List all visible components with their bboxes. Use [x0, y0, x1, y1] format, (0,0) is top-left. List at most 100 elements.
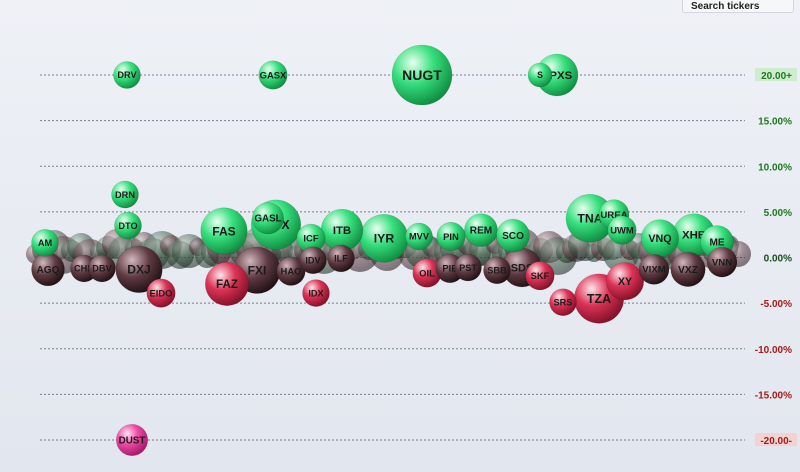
- y-tick-label: 5.00%: [764, 208, 792, 219]
- bubble-label: DBV: [92, 264, 112, 274]
- bubble-circle[interactable]: [111, 180, 139, 209]
- bubble-gasx[interactable]: GASX: [258, 60, 288, 90]
- y-tick-label: 0.00%: [764, 254, 792, 265]
- bubble-circle[interactable]: [115, 423, 149, 457]
- bubble-am[interactable]: AM: [31, 229, 59, 257]
- bubble-label: PST: [459, 263, 477, 273]
- bubble-label: FXI: [248, 263, 267, 277]
- bubble-label: VIXM: [642, 265, 666, 276]
- bubble-eido[interactable]: EIDO: [146, 278, 176, 308]
- bubble-circle[interactable]: [115, 245, 163, 293]
- bubble-circle[interactable]: [204, 261, 250, 307]
- bubble-gasl[interactable]: GASL: [251, 202, 285, 235]
- bubble-circle[interactable]: [327, 244, 355, 273]
- bubble-idx[interactable]: IDX: [302, 279, 330, 307]
- bubble-dto[interactable]: DTO: [114, 211, 142, 240]
- bubble-agq[interactable]: AGQ: [31, 252, 65, 287]
- bubble-sco[interactable]: SCO: [496, 218, 530, 253]
- bubble-circle[interactable]: [405, 222, 433, 251]
- bubble-circle[interactable]: [638, 254, 670, 285]
- bubble-iyr[interactable]: IYR: [359, 214, 409, 263]
- bubble-vixm[interactable]: VIXM: [638, 254, 670, 285]
- bubble-ilf[interactable]: ILF: [327, 244, 355, 273]
- bubble-circle[interactable]: [496, 218, 530, 253]
- bubble-label: DRV: [117, 70, 137, 80]
- bubble-dxj[interactable]: DXJ: [115, 245, 163, 293]
- bubble-vnn[interactable]: VNN: [706, 246, 738, 278]
- bubble-label: DXJ: [127, 263, 150, 277]
- bubble-drn[interactable]: DRN: [111, 180, 139, 209]
- bubble-circle[interactable]: [114, 211, 142, 240]
- bubble-label: UREA: [600, 210, 627, 221]
- bubble-circle[interactable]: [258, 60, 288, 90]
- bubble-vnq[interactable]: VNQ: [640, 219, 680, 258]
- bubble-dust[interactable]: DUST: [115, 423, 149, 457]
- bubble-circle[interactable]: [31, 229, 59, 257]
- bubble-label: S: [537, 70, 543, 80]
- bubble-label: PIE: [442, 263, 457, 274]
- bubble-circle[interactable]: [436, 221, 466, 252]
- bubble-label: IYR: [374, 232, 395, 246]
- bubble-label: SKF: [531, 270, 550, 281]
- bubble-fas[interactable]: FAS: [200, 207, 248, 255]
- bubble-circle[interactable]: [302, 279, 330, 307]
- bubble-rem[interactable]: REM: [464, 213, 498, 247]
- bubble-label: DUST: [119, 435, 146, 446]
- bubble-label: FAZ: [216, 278, 238, 291]
- bubble-circle[interactable]: [527, 62, 553, 88]
- bubble-label: VXZ: [678, 265, 698, 276]
- bubble-pst[interactable]: PST: [454, 253, 482, 282]
- bubble-s[interactable]: S: [527, 62, 553, 88]
- bubble-label: UWM: [610, 224, 634, 235]
- bubble-label: DTO: [118, 221, 137, 231]
- bubble-circle[interactable]: [391, 44, 453, 106]
- bubble-drv[interactable]: DRV: [113, 61, 141, 89]
- bubble-circle[interactable]: [549, 288, 577, 317]
- y-tick-label: 20.00+: [761, 71, 792, 82]
- bubble-circle[interactable]: [670, 251, 706, 287]
- bubble-label: ME: [709, 238, 724, 249]
- bubble-pin[interactable]: PIN: [436, 221, 466, 252]
- bubble-circle[interactable]: [146, 278, 176, 308]
- bubble-faz[interactable]: FAZ: [204, 261, 250, 307]
- bubble-circle[interactable]: [454, 253, 482, 282]
- bubble-label: PIN: [443, 231, 459, 242]
- bubble-label: CHK: [74, 264, 94, 274]
- bubble-xy[interactable]: XY: [605, 262, 645, 301]
- bubble-circle[interactable]: [113, 61, 141, 89]
- bubble-label: GASX: [260, 69, 287, 80]
- bubble-idv[interactable]: IDV: [299, 246, 327, 275]
- bubble-circle[interactable]: [251, 202, 285, 235]
- bubble-sbb[interactable]: SBB: [483, 256, 511, 285]
- bubble-nugt[interactable]: NUGT: [391, 44, 453, 106]
- bubble-label: EIDO: [150, 287, 173, 298]
- search-tickers-button[interactable]: Search tickers: [682, 0, 794, 13]
- bubble-srs[interactable]: SRS: [549, 288, 577, 317]
- bubble-circle[interactable]: [706, 246, 738, 278]
- bubble-label: AM: [38, 238, 53, 248]
- bubble-dbv[interactable]: DBV: [88, 254, 116, 283]
- bubble-circle[interactable]: [88, 254, 116, 283]
- bubble-label: TZA: [587, 292, 611, 306]
- bubble-skf[interactable]: SKF: [525, 261, 555, 291]
- bubble-label: HAO: [281, 265, 302, 276]
- bubble-mvv[interactable]: MVV: [405, 222, 433, 251]
- bubble-circle[interactable]: [605, 262, 645, 301]
- bubble-vxz[interactable]: VXZ: [670, 251, 706, 287]
- bubble-label: IDX: [308, 288, 324, 298]
- y-tick-label: -5.00%: [760, 299, 792, 310]
- bubble-label: MVV: [409, 232, 430, 242]
- bubble-circle[interactable]: [525, 261, 555, 291]
- bubble-circle[interactable]: [299, 246, 327, 275]
- bubble-label: TNA: [577, 212, 602, 226]
- bubble-label: SRS: [554, 297, 573, 307]
- bubble-circle[interactable]: [607, 215, 637, 245]
- bubble-circle[interactable]: [483, 256, 511, 285]
- bubble-label: SBB: [487, 265, 507, 275]
- bubble-label: SCO: [502, 231, 524, 242]
- bubble-label: VNQ: [648, 233, 671, 245]
- bubble-label: IDV: [305, 255, 321, 265]
- bubble-circle[interactable]: [200, 207, 248, 255]
- bubble-uwm[interactable]: UWM: [607, 215, 637, 245]
